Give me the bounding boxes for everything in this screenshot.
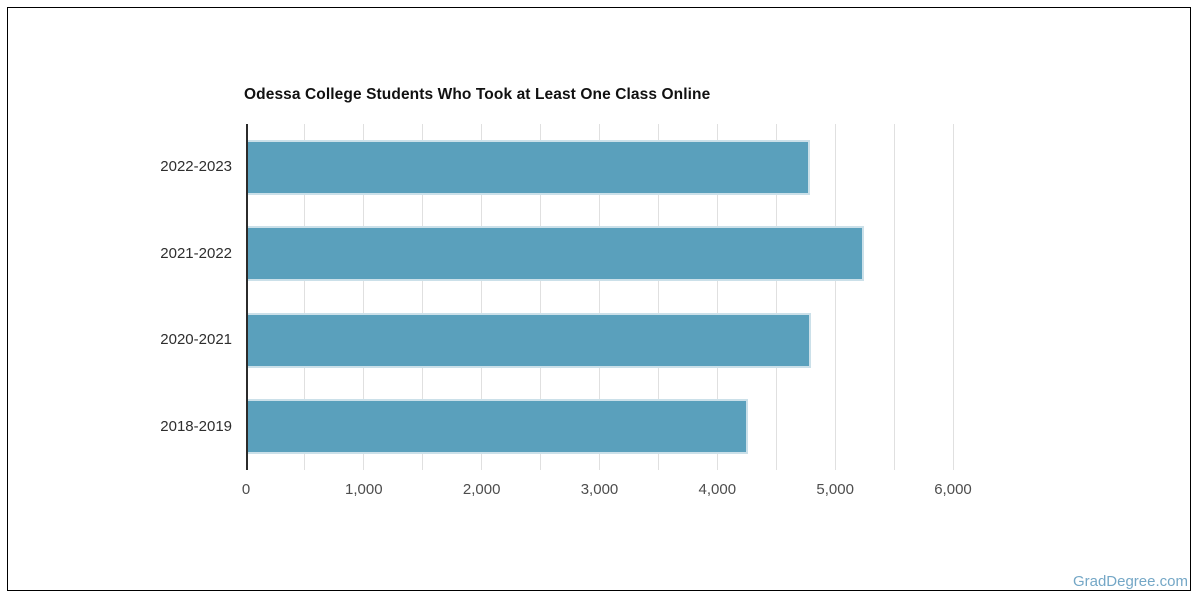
x-tick-label-2,000: 2,000 [462, 481, 501, 498]
gridline [599, 124, 600, 470]
x-tick-label-1,000: 1,000 [345, 481, 383, 498]
gridline [775, 124, 777, 470]
gridline [540, 124, 542, 470]
gridline [893, 124, 895, 470]
category-label-2021-2022: 2021-2022 [160, 244, 232, 262]
x-tick-label-6,000: 6,000 [934, 481, 972, 498]
bar-2022-2023 [248, 139, 810, 195]
watermark-graddegree: GradDegree.com [1072, 573, 1188, 590]
x-tick-label-5,000: 5,000 [816, 481, 854, 498]
bar-2018-2019 [248, 399, 748, 455]
y-axis-line [246, 124, 248, 470]
x-tick-label-3,000: 3,000 [580, 481, 619, 498]
gridline [481, 124, 483, 470]
gridline [952, 124, 954, 470]
gridline [304, 124, 306, 470]
category-label-2018-2019: 2018-2019 [160, 417, 232, 435]
gridline [422, 124, 424, 470]
bar-2020-2021 [248, 312, 811, 368]
x-tick-label-0: 0 [241, 481, 251, 498]
gridline [834, 124, 836, 470]
x-tick-label-4,000: 4,000 [698, 481, 737, 498]
chart-title: Odessa College Students Who Took at Leas… [244, 86, 711, 103]
gridline [363, 124, 365, 470]
gridline [657, 124, 659, 470]
plot-area [246, 124, 954, 470]
gridline [716, 124, 718, 470]
bar-2021-2022 [248, 226, 864, 282]
category-label-2020-2021: 2020-2021 [160, 331, 232, 349]
category-label-2022-2023: 2022-2023 [160, 158, 232, 176]
